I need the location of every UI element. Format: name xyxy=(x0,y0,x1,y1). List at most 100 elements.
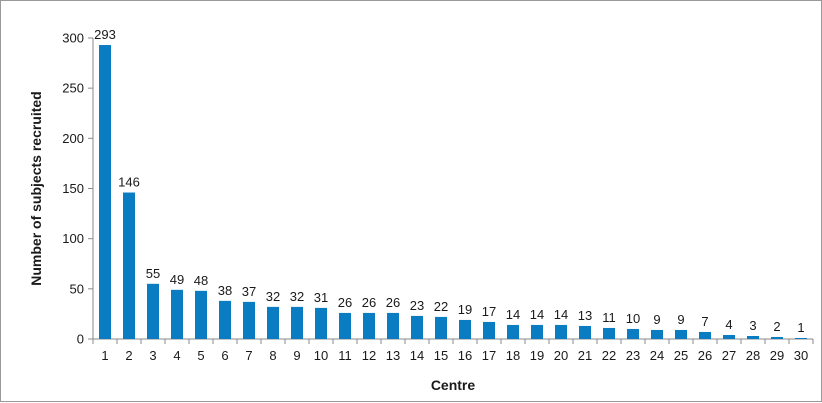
x-tick-label: 5 xyxy=(197,348,204,363)
x-tick-label: 3 xyxy=(149,348,156,363)
bar xyxy=(603,327,615,339)
bar xyxy=(651,329,663,339)
bar xyxy=(387,312,399,339)
y-tick-label: 300 xyxy=(62,31,84,46)
bar xyxy=(195,290,207,339)
bar xyxy=(339,312,351,339)
bar xyxy=(531,324,543,339)
x-tick-label: 27 xyxy=(722,348,736,363)
data-label: 32 xyxy=(266,289,280,304)
data-label: 9 xyxy=(677,312,684,327)
bar xyxy=(555,324,567,339)
data-label: 1 xyxy=(797,320,804,335)
bar xyxy=(483,321,495,339)
data-label: 13 xyxy=(578,308,592,323)
bar xyxy=(99,45,111,339)
data-label: 10 xyxy=(626,311,640,326)
data-label: 14 xyxy=(554,307,568,322)
bar xyxy=(219,300,231,339)
bar xyxy=(579,325,591,339)
data-label: 26 xyxy=(338,295,352,310)
x-tick-label: 28 xyxy=(746,348,760,363)
bar xyxy=(363,312,375,339)
data-label: 17 xyxy=(482,304,496,319)
x-tick-label: 9 xyxy=(293,348,300,363)
y-tick-label: 50 xyxy=(70,281,84,296)
bar xyxy=(459,319,471,339)
data-label: 26 xyxy=(362,295,376,310)
x-tick-label: 4 xyxy=(173,348,180,363)
x-tick-label: 18 xyxy=(506,348,520,363)
data-label: 2 xyxy=(773,319,780,334)
x-axis: 1 2 3 4 5 6 7 8 9 10 11 12 13 14 15 16 17 18 19 20 21 22 23 24 2… xyxy=(92,338,814,363)
data-label: 32 xyxy=(290,289,304,304)
x-tick-label: 19 xyxy=(530,348,544,363)
x-tick-label: 15 xyxy=(434,348,448,363)
x-tick-label: 22 xyxy=(602,348,616,363)
bar xyxy=(507,324,519,339)
data-label: 4 xyxy=(725,317,732,332)
bar xyxy=(771,336,783,339)
y-tick-label: 250 xyxy=(62,81,84,96)
data-label: 22 xyxy=(434,299,448,314)
x-tick-label: 6 xyxy=(221,348,228,363)
bar xyxy=(243,301,255,339)
bar xyxy=(675,329,687,339)
y-tick-label: 100 xyxy=(62,231,84,246)
data-label: 9 xyxy=(653,312,660,327)
bar xyxy=(267,306,279,339)
x-tick-label: 21 xyxy=(578,348,592,363)
x-tick-label: 26 xyxy=(698,348,712,363)
data-label: 7 xyxy=(701,314,708,329)
data-label: 55 xyxy=(146,266,160,281)
bars xyxy=(99,45,807,339)
data-label: 11 xyxy=(602,310,616,325)
x-tick-label: 23 xyxy=(626,348,640,363)
data-label: 19 xyxy=(458,302,472,317)
data-label: 3 xyxy=(749,318,756,333)
data-label: 31 xyxy=(314,290,328,305)
bar xyxy=(315,307,327,339)
data-label: 48 xyxy=(194,273,208,288)
x-tick-label: 8 xyxy=(269,348,276,363)
bar xyxy=(291,306,303,339)
bar xyxy=(699,331,711,339)
x-tick-label: 2 xyxy=(125,348,132,363)
x-tick-label: 25 xyxy=(674,348,688,363)
bar xyxy=(723,334,735,339)
x-tick-label: 13 xyxy=(386,348,400,363)
data-label: 293 xyxy=(94,27,116,42)
data-label: 37 xyxy=(242,284,256,299)
x-tick-label: 12 xyxy=(362,348,376,363)
y-axis: 0 50 100 150 200 250 300 xyxy=(62,31,94,347)
x-tick-label: 29 xyxy=(770,348,784,363)
bar xyxy=(435,316,447,339)
x-tick-label: 14 xyxy=(410,348,424,363)
x-tick-label: 24 xyxy=(650,348,664,363)
x-tick-label: 17 xyxy=(482,348,496,363)
bar xyxy=(411,315,423,339)
x-tick-label: 7 xyxy=(245,348,252,363)
y-tick-label: 200 xyxy=(62,131,84,146)
bar xyxy=(747,335,759,339)
x-axis-title: Centre xyxy=(431,377,476,393)
x-tick-label: 11 xyxy=(338,348,352,363)
x-tick-label: 20 xyxy=(554,348,568,363)
bar xyxy=(171,289,183,339)
bar xyxy=(147,283,159,339)
x-tick-label: 16 xyxy=(458,348,472,363)
y-axis-title: Number of subjects recruited xyxy=(28,91,44,286)
x-tick-label: 1 xyxy=(101,348,108,363)
data-label: 26 xyxy=(386,295,400,310)
y-tick-label: 150 xyxy=(62,181,84,196)
data-label: 38 xyxy=(218,283,232,298)
data-label: 14 xyxy=(506,307,520,322)
data-label: 23 xyxy=(410,298,424,313)
x-tick-label: 30 xyxy=(794,348,808,363)
bar xyxy=(123,192,135,339)
x-tick-label: 10 xyxy=(314,348,328,363)
data-label: 49 xyxy=(170,272,184,287)
data-label: 146 xyxy=(118,175,140,190)
